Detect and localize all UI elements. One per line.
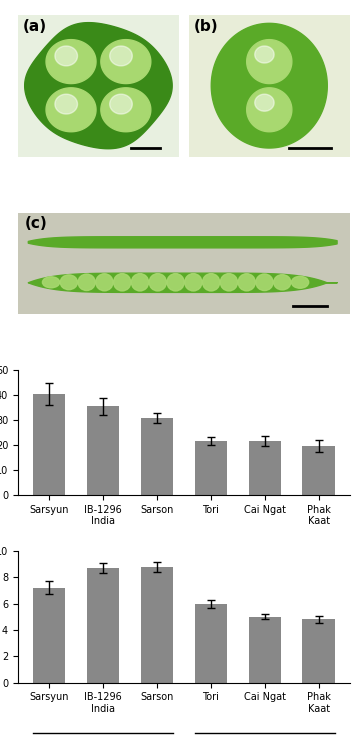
Polygon shape: [211, 23, 327, 148]
Ellipse shape: [42, 277, 60, 288]
Ellipse shape: [185, 274, 202, 291]
Text: (b): (b): [193, 19, 218, 34]
Text: (a): (a): [23, 19, 47, 34]
Ellipse shape: [202, 274, 220, 291]
Text: (c): (c): [25, 216, 47, 231]
Polygon shape: [255, 46, 274, 63]
Bar: [248, 441, 281, 495]
Polygon shape: [46, 39, 96, 84]
Polygon shape: [255, 94, 274, 111]
Polygon shape: [247, 39, 292, 84]
Bar: [302, 620, 335, 683]
Bar: [302, 446, 335, 495]
Bar: [141, 567, 173, 683]
Ellipse shape: [273, 275, 291, 290]
Polygon shape: [247, 88, 292, 132]
Ellipse shape: [131, 274, 149, 291]
Ellipse shape: [96, 274, 113, 291]
Ellipse shape: [220, 274, 237, 291]
Bar: [87, 407, 119, 495]
Bar: [195, 441, 227, 495]
Ellipse shape: [291, 276, 309, 288]
Ellipse shape: [60, 275, 77, 289]
Bar: [141, 418, 173, 495]
Ellipse shape: [238, 274, 255, 291]
Bar: [87, 568, 119, 683]
Polygon shape: [46, 88, 96, 132]
Bar: [195, 604, 227, 683]
Polygon shape: [101, 39, 151, 84]
Ellipse shape: [78, 274, 95, 291]
Ellipse shape: [167, 274, 184, 291]
Bar: [248, 617, 281, 683]
Polygon shape: [55, 94, 77, 114]
Polygon shape: [110, 46, 132, 66]
Ellipse shape: [114, 274, 131, 291]
Ellipse shape: [149, 274, 166, 291]
Bar: [33, 394, 65, 495]
Ellipse shape: [256, 274, 273, 291]
Bar: [33, 588, 65, 683]
Polygon shape: [55, 46, 77, 66]
Polygon shape: [101, 88, 151, 132]
Polygon shape: [25, 23, 172, 148]
Polygon shape: [110, 94, 132, 114]
